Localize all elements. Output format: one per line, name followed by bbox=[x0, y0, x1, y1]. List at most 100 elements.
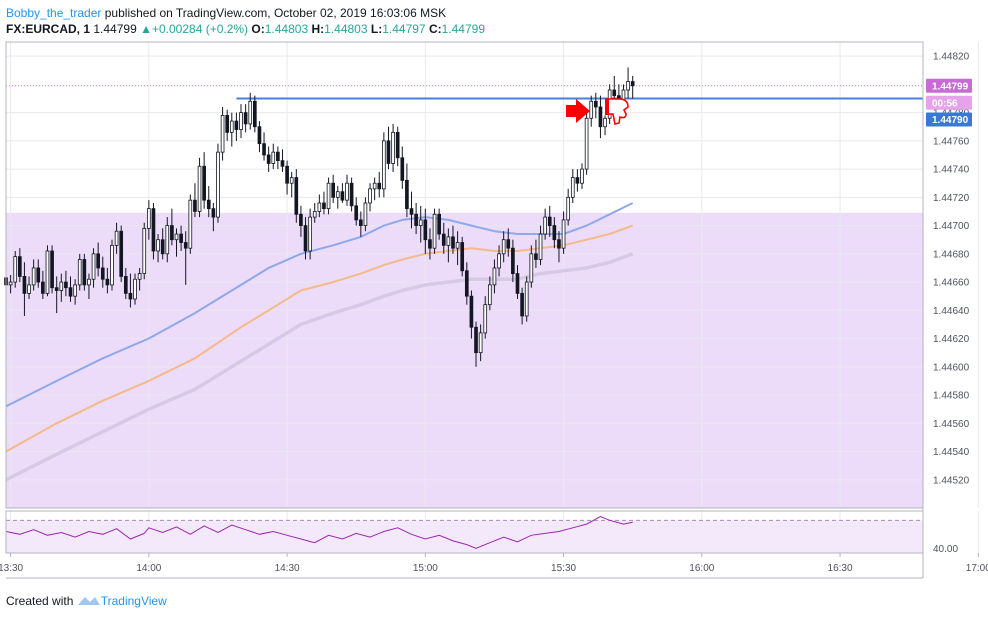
candle-body bbox=[354, 205, 359, 221]
author-name[interactable]: Bobby_the_trader bbox=[6, 6, 102, 20]
price-tick-label: 1.44600 bbox=[933, 362, 970, 373]
candle bbox=[165, 217, 170, 263]
price-tick-label: 1.44520 bbox=[933, 475, 970, 486]
candle-body bbox=[41, 281, 45, 294]
candle-body bbox=[276, 151, 280, 162]
candle-body bbox=[248, 100, 253, 125]
countdown-tag-bg bbox=[926, 95, 972, 110]
time-tick-label: 13:30 bbox=[0, 563, 24, 574]
candle bbox=[326, 177, 331, 215]
candle-body bbox=[451, 236, 455, 249]
candle-body bbox=[598, 106, 603, 128]
candle bbox=[492, 259, 497, 294]
candle bbox=[538, 225, 543, 266]
candle-body bbox=[492, 267, 497, 286]
symbol-label[interactable]: FX:EURCAD, 1 bbox=[6, 22, 91, 36]
candle bbox=[160, 228, 165, 260]
time-tick-label: 15:00 bbox=[413, 563, 438, 574]
candle bbox=[368, 183, 372, 212]
candle-body bbox=[584, 117, 589, 170]
candle-body bbox=[358, 219, 363, 226]
up-arrow-icon: ▲ bbox=[140, 22, 152, 36]
candle bbox=[87, 273, 91, 300]
candle bbox=[345, 174, 349, 206]
candle bbox=[225, 109, 230, 141]
rsi-tick-label: 40.00 bbox=[933, 544, 958, 555]
candle bbox=[96, 242, 100, 277]
candle bbox=[147, 200, 151, 240]
candle bbox=[630, 75, 635, 99]
created-with-label: Created with bbox=[6, 594, 74, 608]
candle bbox=[36, 259, 41, 288]
candle bbox=[73, 279, 77, 305]
candle bbox=[68, 276, 73, 302]
candle bbox=[414, 202, 418, 235]
price-tick-label: 1.44740 bbox=[933, 165, 970, 176]
candle-body bbox=[253, 100, 257, 128]
candle bbox=[317, 194, 322, 218]
candle bbox=[303, 217, 308, 260]
candle bbox=[188, 194, 193, 254]
candle-body bbox=[395, 131, 400, 159]
candle bbox=[354, 197, 359, 226]
candle bbox=[266, 146, 271, 172]
candle-body bbox=[432, 213, 437, 249]
candle-body bbox=[211, 208, 216, 218]
tradingview-link[interactable]: TradingView bbox=[100, 594, 167, 608]
candle bbox=[594, 92, 598, 119]
candle-body bbox=[469, 295, 474, 328]
candle bbox=[382, 132, 386, 198]
candle-body bbox=[612, 89, 617, 97]
candle-body bbox=[515, 273, 520, 294]
last-price-tag-text: 1.44799 bbox=[932, 81, 969, 92]
tradingview-logo-icon bbox=[77, 597, 100, 605]
candle bbox=[50, 245, 54, 294]
price-tick-label: 1.44580 bbox=[933, 391, 970, 402]
resistance-price-tag-bg bbox=[926, 112, 972, 127]
candle-body bbox=[239, 112, 243, 130]
time-tick-label: 14:30 bbox=[275, 563, 300, 574]
candle-body bbox=[529, 253, 534, 283]
ma-slow-line bbox=[5, 252, 634, 482]
candle-body bbox=[340, 191, 345, 201]
candle-body bbox=[511, 247, 515, 274]
candle-body bbox=[271, 151, 276, 164]
candle bbox=[128, 273, 133, 308]
candle-body bbox=[580, 168, 584, 184]
candle-body bbox=[446, 236, 451, 246]
axes: 1.44520 1.44540 1.44560 1.44580 1.44600 1.446… bbox=[0, 41, 988, 579]
candle-body bbox=[405, 179, 409, 210]
candle-body bbox=[133, 278, 137, 300]
candle-body bbox=[91, 253, 96, 280]
open-value: 1.44803 bbox=[264, 22, 309, 36]
candle-body bbox=[594, 100, 598, 108]
candle-body bbox=[59, 281, 64, 291]
candle bbox=[41, 270, 45, 300]
candle bbox=[455, 231, 460, 266]
candle bbox=[289, 171, 294, 198]
candle bbox=[220, 106, 225, 161]
candle-body bbox=[303, 225, 308, 252]
candle bbox=[248, 92, 253, 130]
candle bbox=[174, 228, 179, 257]
candle bbox=[206, 186, 211, 218]
price-change: +0.00284 (+0.2%) bbox=[151, 22, 249, 36]
candle-body bbox=[377, 182, 382, 190]
candle bbox=[340, 183, 345, 203]
candle bbox=[561, 211, 566, 254]
candle bbox=[437, 208, 441, 240]
candle-body bbox=[50, 250, 54, 289]
low-value: 1.44797 bbox=[382, 22, 426, 36]
candle-body bbox=[294, 177, 299, 215]
candle bbox=[469, 290, 474, 339]
candle-body bbox=[372, 182, 377, 190]
candle-body bbox=[345, 182, 349, 201]
candle bbox=[358, 211, 363, 237]
candle-body bbox=[27, 284, 31, 294]
candle-body bbox=[36, 267, 41, 283]
candle-body bbox=[156, 239, 160, 252]
candle-body bbox=[547, 216, 552, 226]
price-tick-label: 1.44620 bbox=[933, 334, 970, 345]
candle-body bbox=[441, 233, 446, 246]
